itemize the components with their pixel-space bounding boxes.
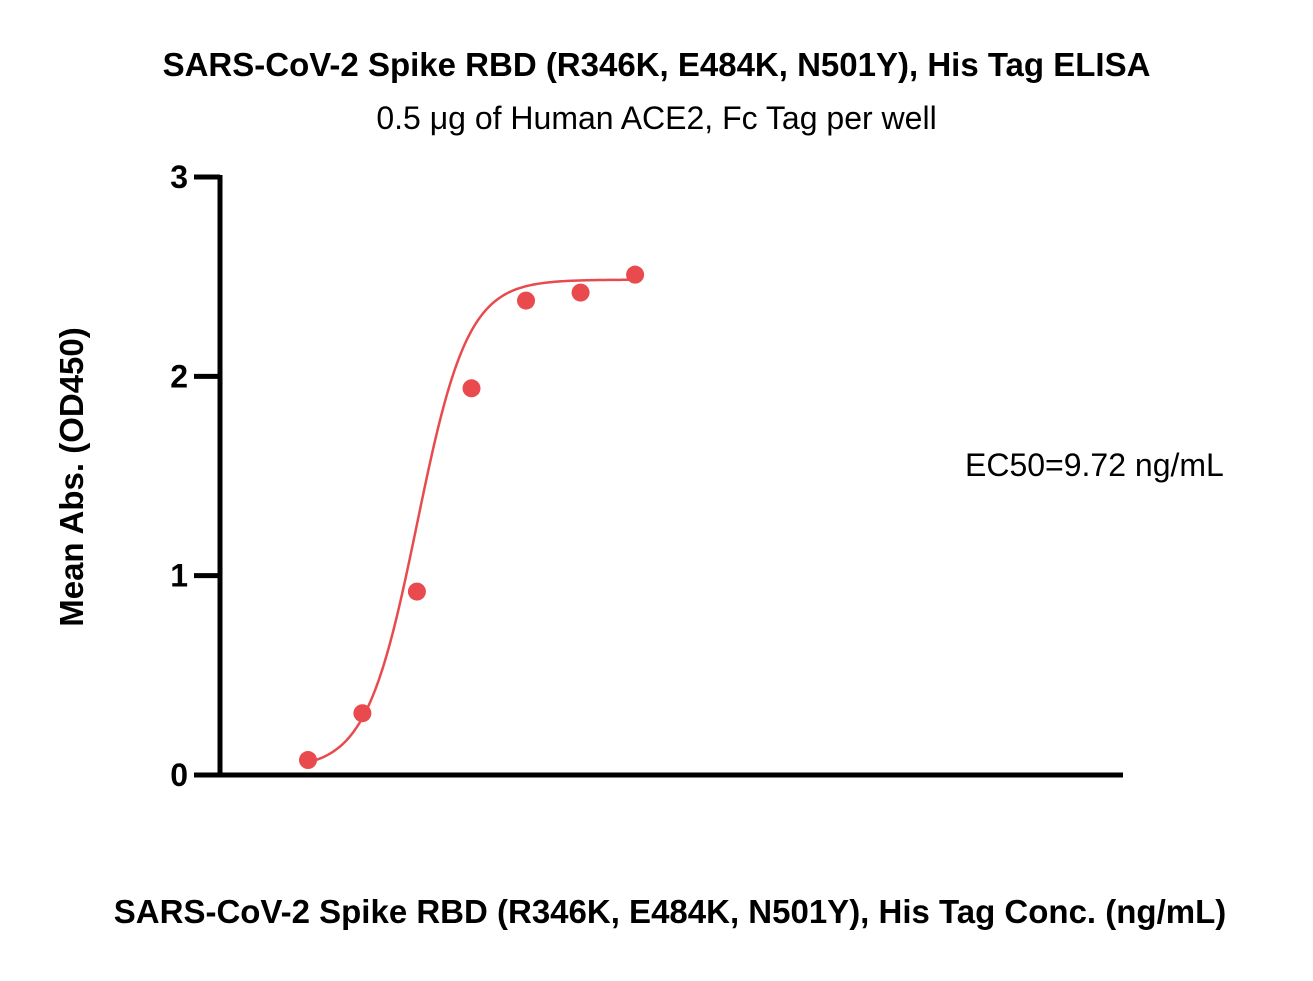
x-axis-label: SARS-CoV-2 Spike RBD (R346K, E484K, N501…: [113, 893, 1227, 930]
chart-subtitle: 0.5 μg of Human ACE2, Fc Tag per well: [376, 100, 937, 136]
data-point-0: [299, 751, 317, 770]
data-point-1: [353, 704, 372, 723]
data-point-6: [626, 265, 645, 284]
y-tick-label-0: 0: [170, 757, 188, 793]
chart-title: SARS-CoV-2 Spike RBD (R346K, E484K, N501…: [162, 46, 1151, 83]
fit-curve: [307, 278, 636, 764]
y-tick-label-1: 1: [170, 558, 188, 594]
data-point-3: [462, 379, 481, 398]
ec50-annotation: EC50=9.72 ng/mL: [965, 447, 1224, 483]
y-tick-label-3: 3: [170, 159, 188, 195]
data-point-2: [407, 582, 426, 601]
y-tick-label-2: 2: [170, 358, 188, 394]
data-points-group: [299, 265, 645, 770]
data-point-4: [517, 291, 536, 310]
chart-axes: 0 1 2 3: [170, 159, 1123, 793]
data-point-5: [571, 283, 590, 302]
fit-curve-group: [307, 278, 636, 764]
